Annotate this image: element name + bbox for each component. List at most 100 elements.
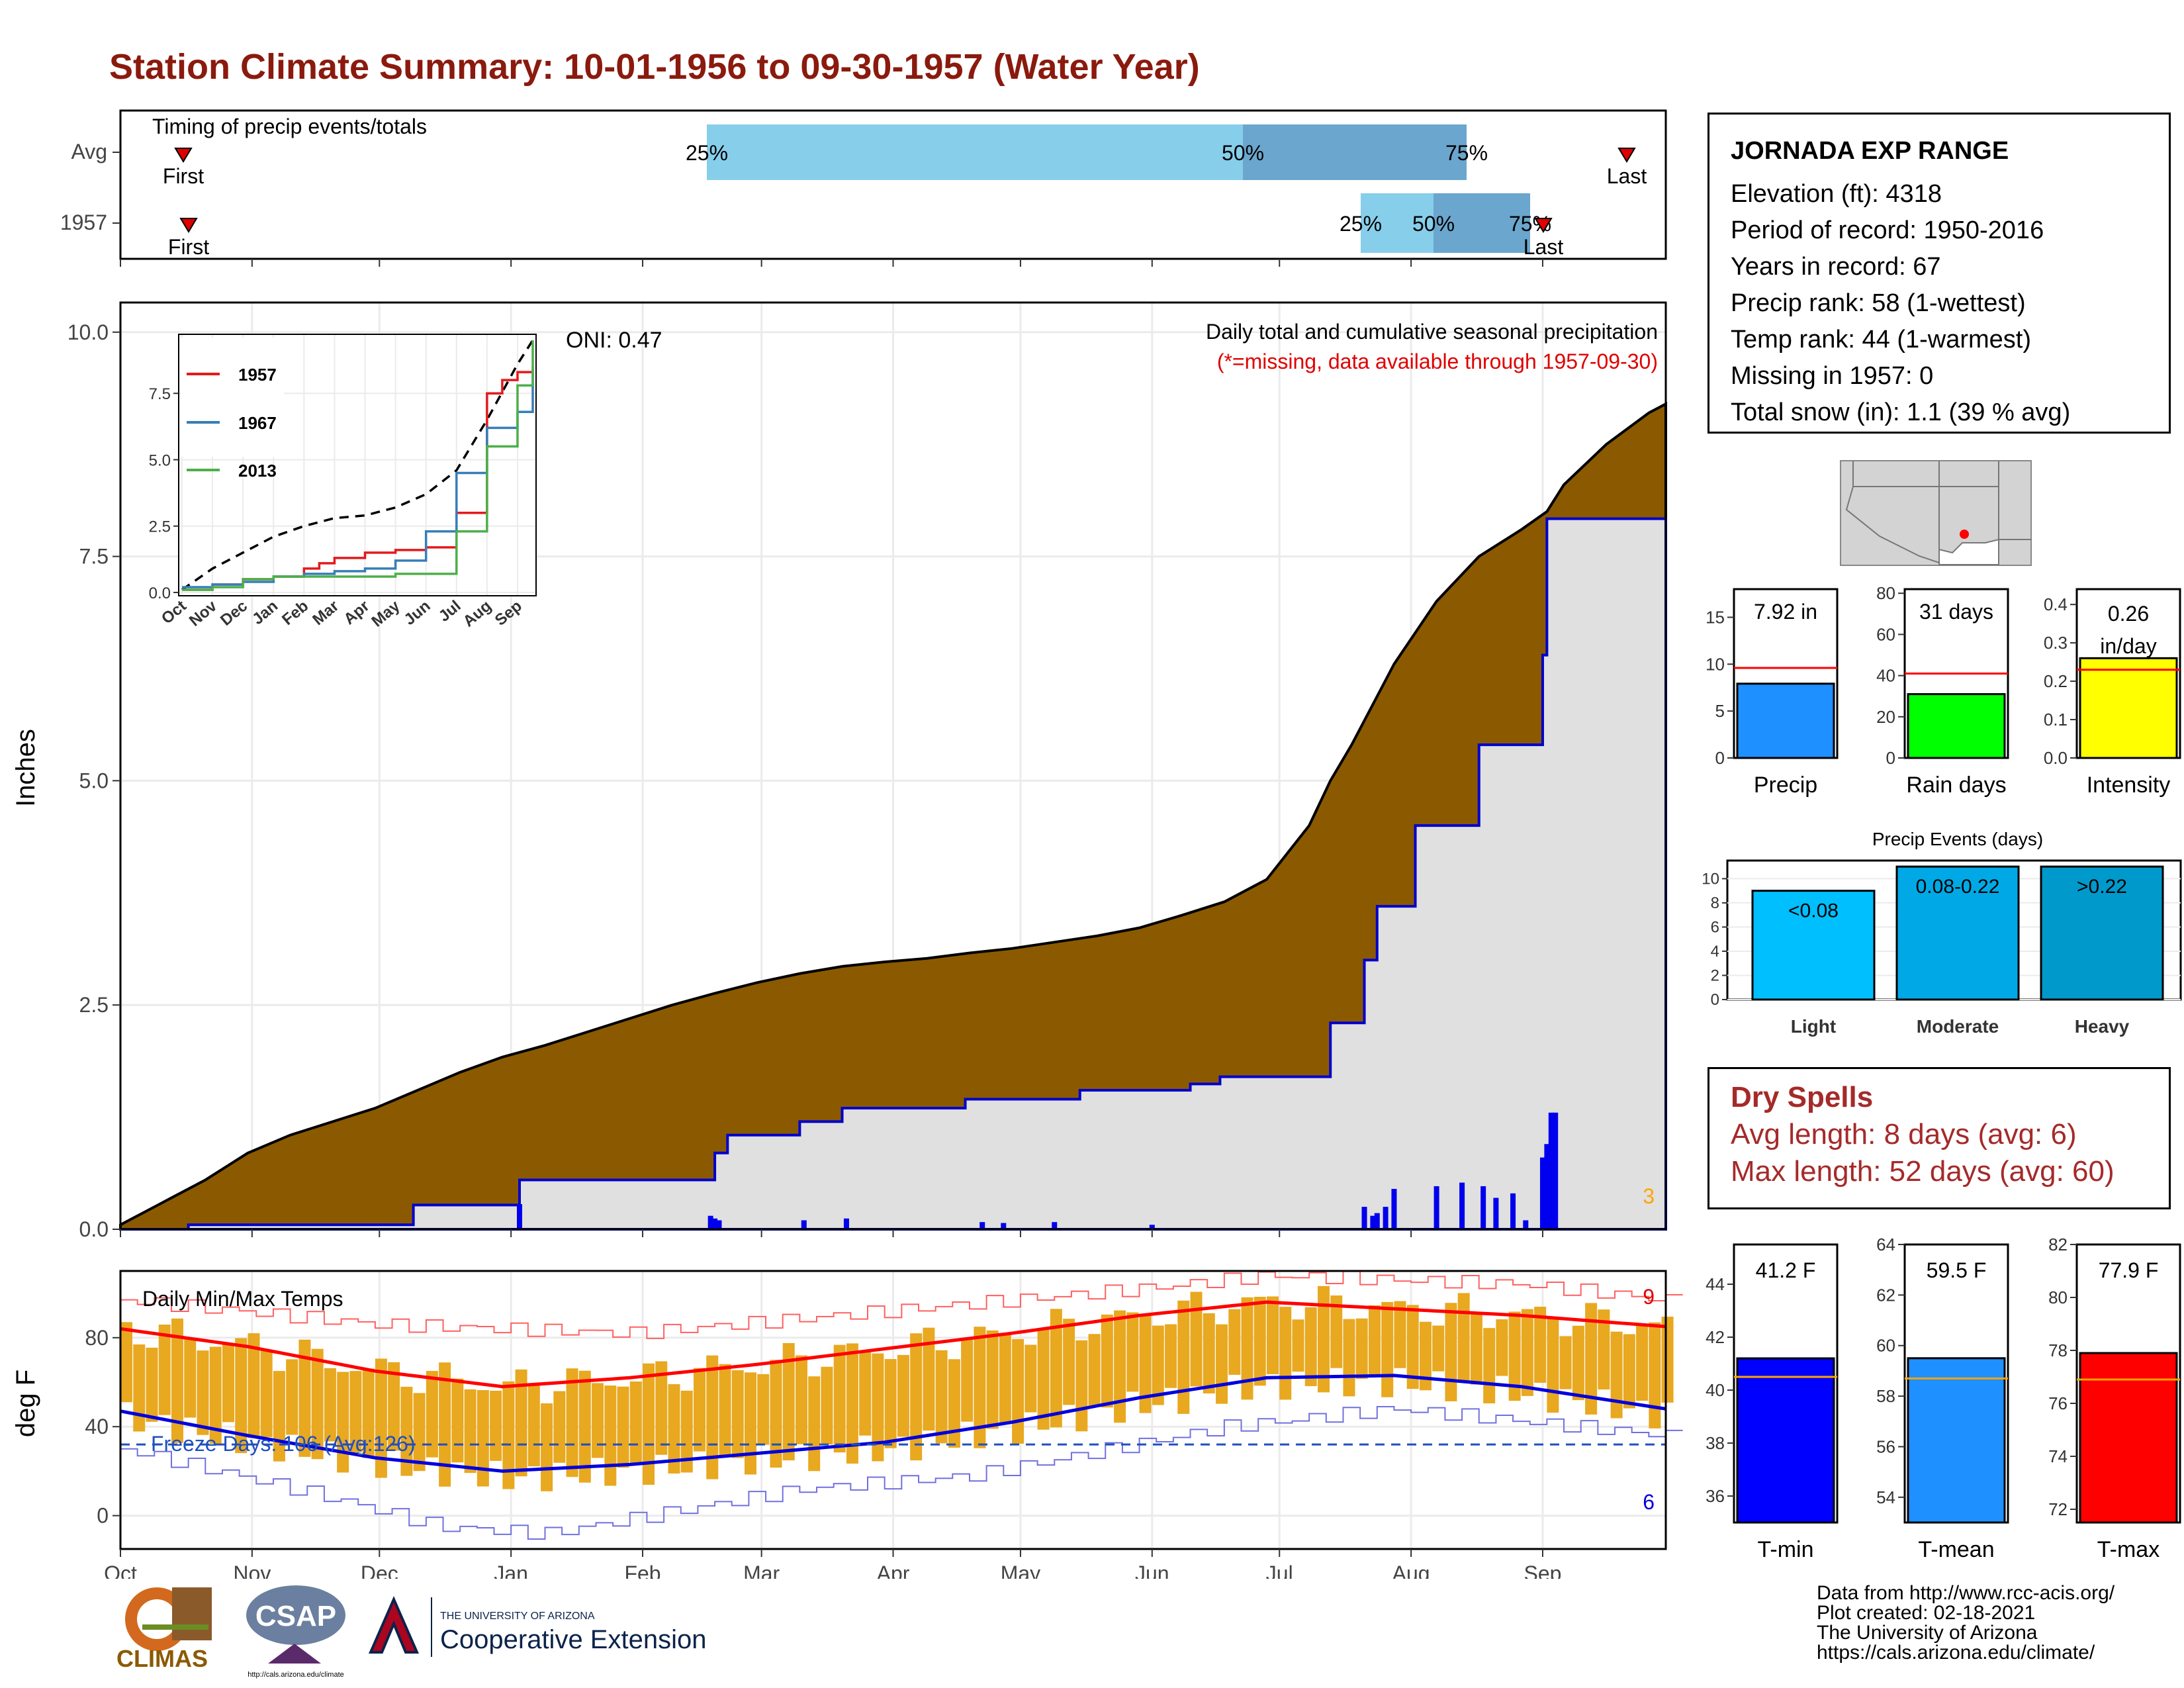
raindays-label: Rain days bbox=[1906, 773, 2006, 798]
events-bar-light bbox=[1751, 890, 1876, 1001]
temp-daily-bar bbox=[1101, 1314, 1113, 1408]
temp-daily-bar bbox=[298, 1339, 311, 1457]
temp-daily-bar bbox=[451, 1378, 464, 1463]
dry-spells-box: Dry Spells Avg length: 8 days (avg: 6) M… bbox=[1707, 1067, 2171, 1209]
temp-daily-bar bbox=[859, 1350, 872, 1436]
intensity-value-label-2: in/day bbox=[2100, 634, 2156, 658]
intensity-y-tick-label: 0.2 bbox=[2044, 671, 2068, 691]
daily-precip-bar bbox=[843, 1218, 849, 1229]
tmax-bar bbox=[2079, 1352, 2178, 1524]
map-border-az bbox=[1845, 461, 1940, 563]
month-tick-label: Oct bbox=[104, 1562, 137, 1579]
daily-precip-bar bbox=[1539, 1157, 1545, 1229]
tmin-label: T-min bbox=[1758, 1537, 1814, 1562]
temp-chart: 0 40 80 Oct Nov Dec Jan Feb Mar Apr May Jun Jul Aug S… bbox=[11, 1270, 1683, 1579]
tmean-label: T-mean bbox=[1918, 1537, 1994, 1562]
tmin-y-tick-label: 44 bbox=[1706, 1274, 1725, 1294]
temp-daily-bar bbox=[1610, 1331, 1623, 1419]
month-tick-label: Jan bbox=[494, 1562, 528, 1579]
temp-daily-bar bbox=[1317, 1286, 1330, 1393]
temp-daily-bar bbox=[1177, 1300, 1190, 1414]
intensity-label: Intensity bbox=[2087, 773, 2171, 798]
tmax-y-tick-label: 82 bbox=[2048, 1235, 2068, 1254]
avg-last-label: Last bbox=[1607, 164, 1647, 188]
temp-daily-bar bbox=[643, 1363, 655, 1485]
yr-p25-label: 25% bbox=[1340, 212, 1382, 236]
temp-daily-bar bbox=[197, 1350, 209, 1435]
temp-daily-bar bbox=[337, 1372, 349, 1473]
temp-daily-bar bbox=[1623, 1334, 1635, 1409]
avg-p50-label: 50% bbox=[1222, 141, 1264, 165]
ua-block-a bbox=[368, 1596, 420, 1654]
events-bar-moderate bbox=[1895, 865, 2020, 1001]
events-y-tick-label: 6 bbox=[1711, 918, 1719, 936]
footer-line-1: Data from http://www.rcc-acis.org/ bbox=[1817, 1582, 2115, 1604]
temp-daily-bar bbox=[388, 1362, 400, 1451]
temp-daily-bar bbox=[1547, 1319, 1559, 1413]
daily-precip-bar bbox=[712, 1218, 718, 1229]
avg-p25-label: 25% bbox=[686, 141, 728, 165]
daily-precip-bar bbox=[716, 1220, 722, 1229]
temp-daily-bar bbox=[362, 1368, 375, 1458]
temp-daily-bar bbox=[1572, 1325, 1584, 1401]
station-info-box: JORNADA EXP RANGE Elevation (ft): 4318 P… bbox=[1707, 113, 2171, 434]
daily-precip-bar bbox=[1383, 1207, 1388, 1229]
temp-daily-bar bbox=[974, 1327, 986, 1448]
intensity-y-tick-label: 0.0 bbox=[2044, 748, 2068, 768]
temp-daily-bar bbox=[1050, 1309, 1062, 1428]
timing-row-1957-label: 1957 bbox=[60, 211, 107, 234]
events-title: Precip Events (days) bbox=[1872, 829, 2043, 849]
tmin-y-tick-label: 42 bbox=[1706, 1327, 1725, 1347]
temp-daily-bar bbox=[1304, 1307, 1317, 1386]
temp-daily-bar bbox=[515, 1369, 527, 1477]
temp-daily-bar bbox=[1190, 1291, 1203, 1387]
tmax-value-label: 77.9 F bbox=[2099, 1258, 2159, 1282]
temp-daily-bar bbox=[1203, 1313, 1215, 1394]
temp-count-min: 6 bbox=[1643, 1490, 1655, 1514]
temp-daily-bar bbox=[1381, 1301, 1394, 1397]
station-name: JORNADA EXP RANGE bbox=[1731, 137, 2009, 165]
daily-precip-bars bbox=[516, 1112, 1559, 1229]
month-tick-label: Dec bbox=[361, 1562, 398, 1579]
month-tick-label: Apr bbox=[877, 1562, 910, 1579]
station-snow: Total snow (in): 1.1 (39 % avg) bbox=[1731, 399, 2071, 426]
footer: Data from http://www.rcc-acis.org/ Plot … bbox=[1817, 1583, 2115, 1663]
events-bar-heavy bbox=[2040, 865, 2164, 1001]
temp-daily-bar bbox=[171, 1318, 183, 1443]
temp-daily-bar bbox=[184, 1338, 197, 1418]
tmin-y-tick-label: 40 bbox=[1706, 1380, 1725, 1400]
inset-chart: 1957 1967 2013 0.02.55.07.5OctNovDecJanF… bbox=[149, 334, 537, 631]
precip-y-tick-label: 10 bbox=[1706, 654, 1725, 674]
temp-daily-bar bbox=[629, 1381, 642, 1464]
tmean-y-tick-label: 60 bbox=[1876, 1336, 1895, 1356]
temp-daily-bar bbox=[770, 1360, 782, 1468]
events-y-tick-label: 8 bbox=[1711, 894, 1719, 912]
timing-axis-ticks bbox=[120, 259, 1543, 267]
month-tick-label: Nov bbox=[233, 1562, 271, 1579]
temp-daily-bar bbox=[1559, 1336, 1572, 1389]
temp-daily-bar bbox=[1152, 1325, 1164, 1405]
daily-precip-bar bbox=[1052, 1222, 1058, 1229]
intensity-bar bbox=[2079, 657, 2178, 759]
temp-daily-bar bbox=[655, 1361, 668, 1455]
temp-daily-bar bbox=[146, 1347, 158, 1422]
intensity-y-tick-label: 0.3 bbox=[2044, 633, 2068, 653]
ua-small-text: THE UNIVERSITY OF ARIZONA bbox=[440, 1611, 595, 1622]
events-category-label: Light bbox=[1791, 1016, 1836, 1037]
timing-panel: Timing of precip events/totals Avg 1957 … bbox=[60, 109, 1667, 267]
temp-daily-bar bbox=[527, 1383, 540, 1467]
temp-daily-bar bbox=[1063, 1319, 1075, 1405]
temp-daily-bar bbox=[1012, 1338, 1024, 1444]
avg-tmin-line bbox=[120, 1374, 1666, 1473]
station-period: Period of record: 1950-2016 bbox=[1731, 216, 2044, 244]
precip-y-axis: 0.0 2.5 5.0 7.5 10.0 bbox=[68, 320, 1543, 1241]
climas-logo: CLIMAS bbox=[116, 1587, 212, 1672]
daily-precip-bar bbox=[1391, 1189, 1397, 1229]
page-title: Station Climate Summary: 10-01-1956 to 0… bbox=[109, 47, 1200, 87]
daily-precip-bar bbox=[707, 1215, 713, 1229]
intensity-value-label-1: 0.26 bbox=[2108, 602, 2149, 626]
temp-daily-bar bbox=[553, 1391, 566, 1463]
intensity-y-tick-label: 0.1 bbox=[2044, 710, 2068, 729]
temp-daily-bar bbox=[1088, 1334, 1101, 1407]
temp-daily-bar bbox=[617, 1386, 629, 1468]
